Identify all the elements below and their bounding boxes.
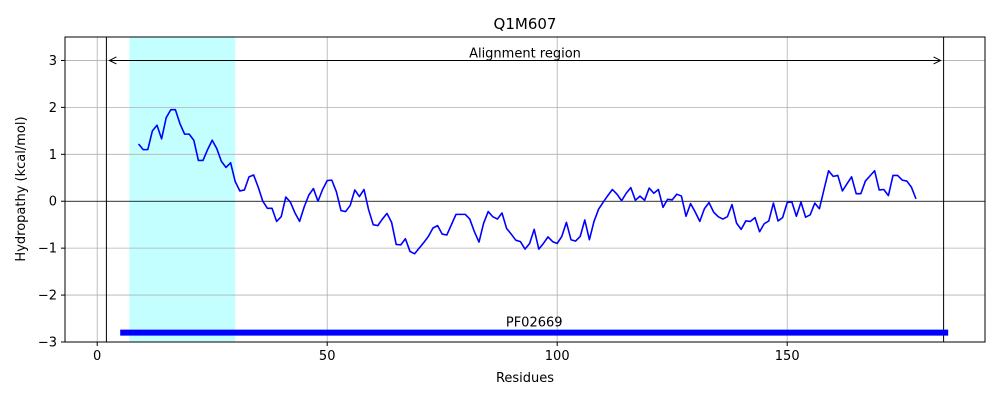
y-tick-label: 1 bbox=[49, 148, 57, 163]
alignment-region-label: Alignment region bbox=[469, 46, 581, 61]
y-tick-label: 3 bbox=[49, 54, 57, 69]
y-axis-label: Hydropathy (kcal/mol) bbox=[14, 116, 29, 261]
plot-frame bbox=[64, 36, 986, 343]
y-tick-label: −3 bbox=[38, 336, 57, 351]
x-axis-label: Residues bbox=[496, 371, 554, 386]
y-tick-label: 0 bbox=[49, 195, 57, 210]
alignment-arrow-left-head bbox=[108, 56, 117, 65]
hydropathy-series-line bbox=[137, 108, 917, 255]
y-tick-label: −2 bbox=[38, 289, 57, 304]
y-tick-label: −1 bbox=[38, 242, 57, 257]
chart-title: Q1M607 bbox=[494, 15, 557, 33]
highlight-region bbox=[129, 37, 236, 342]
x-tick-label: 50 bbox=[319, 349, 336, 364]
y-tick-label: 2 bbox=[49, 101, 57, 116]
domain-bar-label: PF02669 bbox=[506, 316, 563, 331]
alignment-arrow-right-head bbox=[933, 56, 942, 65]
x-tick-label: 0 bbox=[93, 349, 101, 364]
x-tick-label: 150 bbox=[775, 349, 800, 364]
x-tick-label: 100 bbox=[545, 349, 570, 364]
